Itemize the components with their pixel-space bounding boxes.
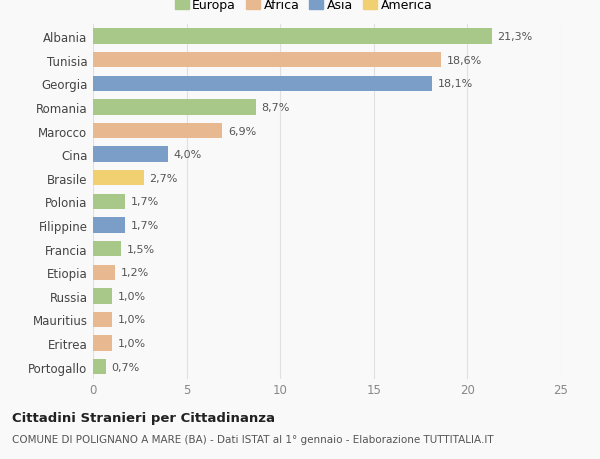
Bar <box>93 194 125 210</box>
Text: 1,0%: 1,0% <box>118 291 145 301</box>
Text: Cittadini Stranieri per Cittadinanza: Cittadini Stranieri per Cittadinanza <box>12 411 275 424</box>
Text: 1,7%: 1,7% <box>130 197 158 207</box>
Text: 8,7%: 8,7% <box>262 103 290 113</box>
Bar <box>93 29 492 45</box>
Bar <box>93 171 143 186</box>
Bar <box>93 289 112 304</box>
Bar <box>93 336 112 351</box>
Text: 18,6%: 18,6% <box>447 56 482 66</box>
Text: 6,9%: 6,9% <box>228 126 256 136</box>
Legend: Europa, Africa, Asia, America: Europa, Africa, Asia, America <box>172 0 435 14</box>
Bar <box>93 147 168 162</box>
Bar <box>93 265 115 280</box>
Text: 21,3%: 21,3% <box>497 32 533 42</box>
Text: 1,5%: 1,5% <box>127 244 155 254</box>
Text: 1,2%: 1,2% <box>121 268 149 278</box>
Bar <box>93 241 121 257</box>
Bar <box>93 312 112 327</box>
Bar <box>93 123 222 139</box>
Text: 1,7%: 1,7% <box>130 220 158 230</box>
Bar <box>93 77 432 92</box>
Text: 0,7%: 0,7% <box>112 362 140 372</box>
Text: 1,0%: 1,0% <box>118 315 145 325</box>
Text: COMUNE DI POLIGNANO A MARE (BA) - Dati ISTAT al 1° gennaio - Elaborazione TUTTIT: COMUNE DI POLIGNANO A MARE (BA) - Dati I… <box>12 434 494 444</box>
Text: 4,0%: 4,0% <box>173 150 202 160</box>
Bar <box>93 359 106 375</box>
Text: 18,1%: 18,1% <box>437 79 473 89</box>
Bar <box>93 218 125 233</box>
Bar <box>93 53 441 68</box>
Text: 2,7%: 2,7% <box>149 174 178 184</box>
Bar <box>93 100 256 115</box>
Text: 1,0%: 1,0% <box>118 338 145 348</box>
